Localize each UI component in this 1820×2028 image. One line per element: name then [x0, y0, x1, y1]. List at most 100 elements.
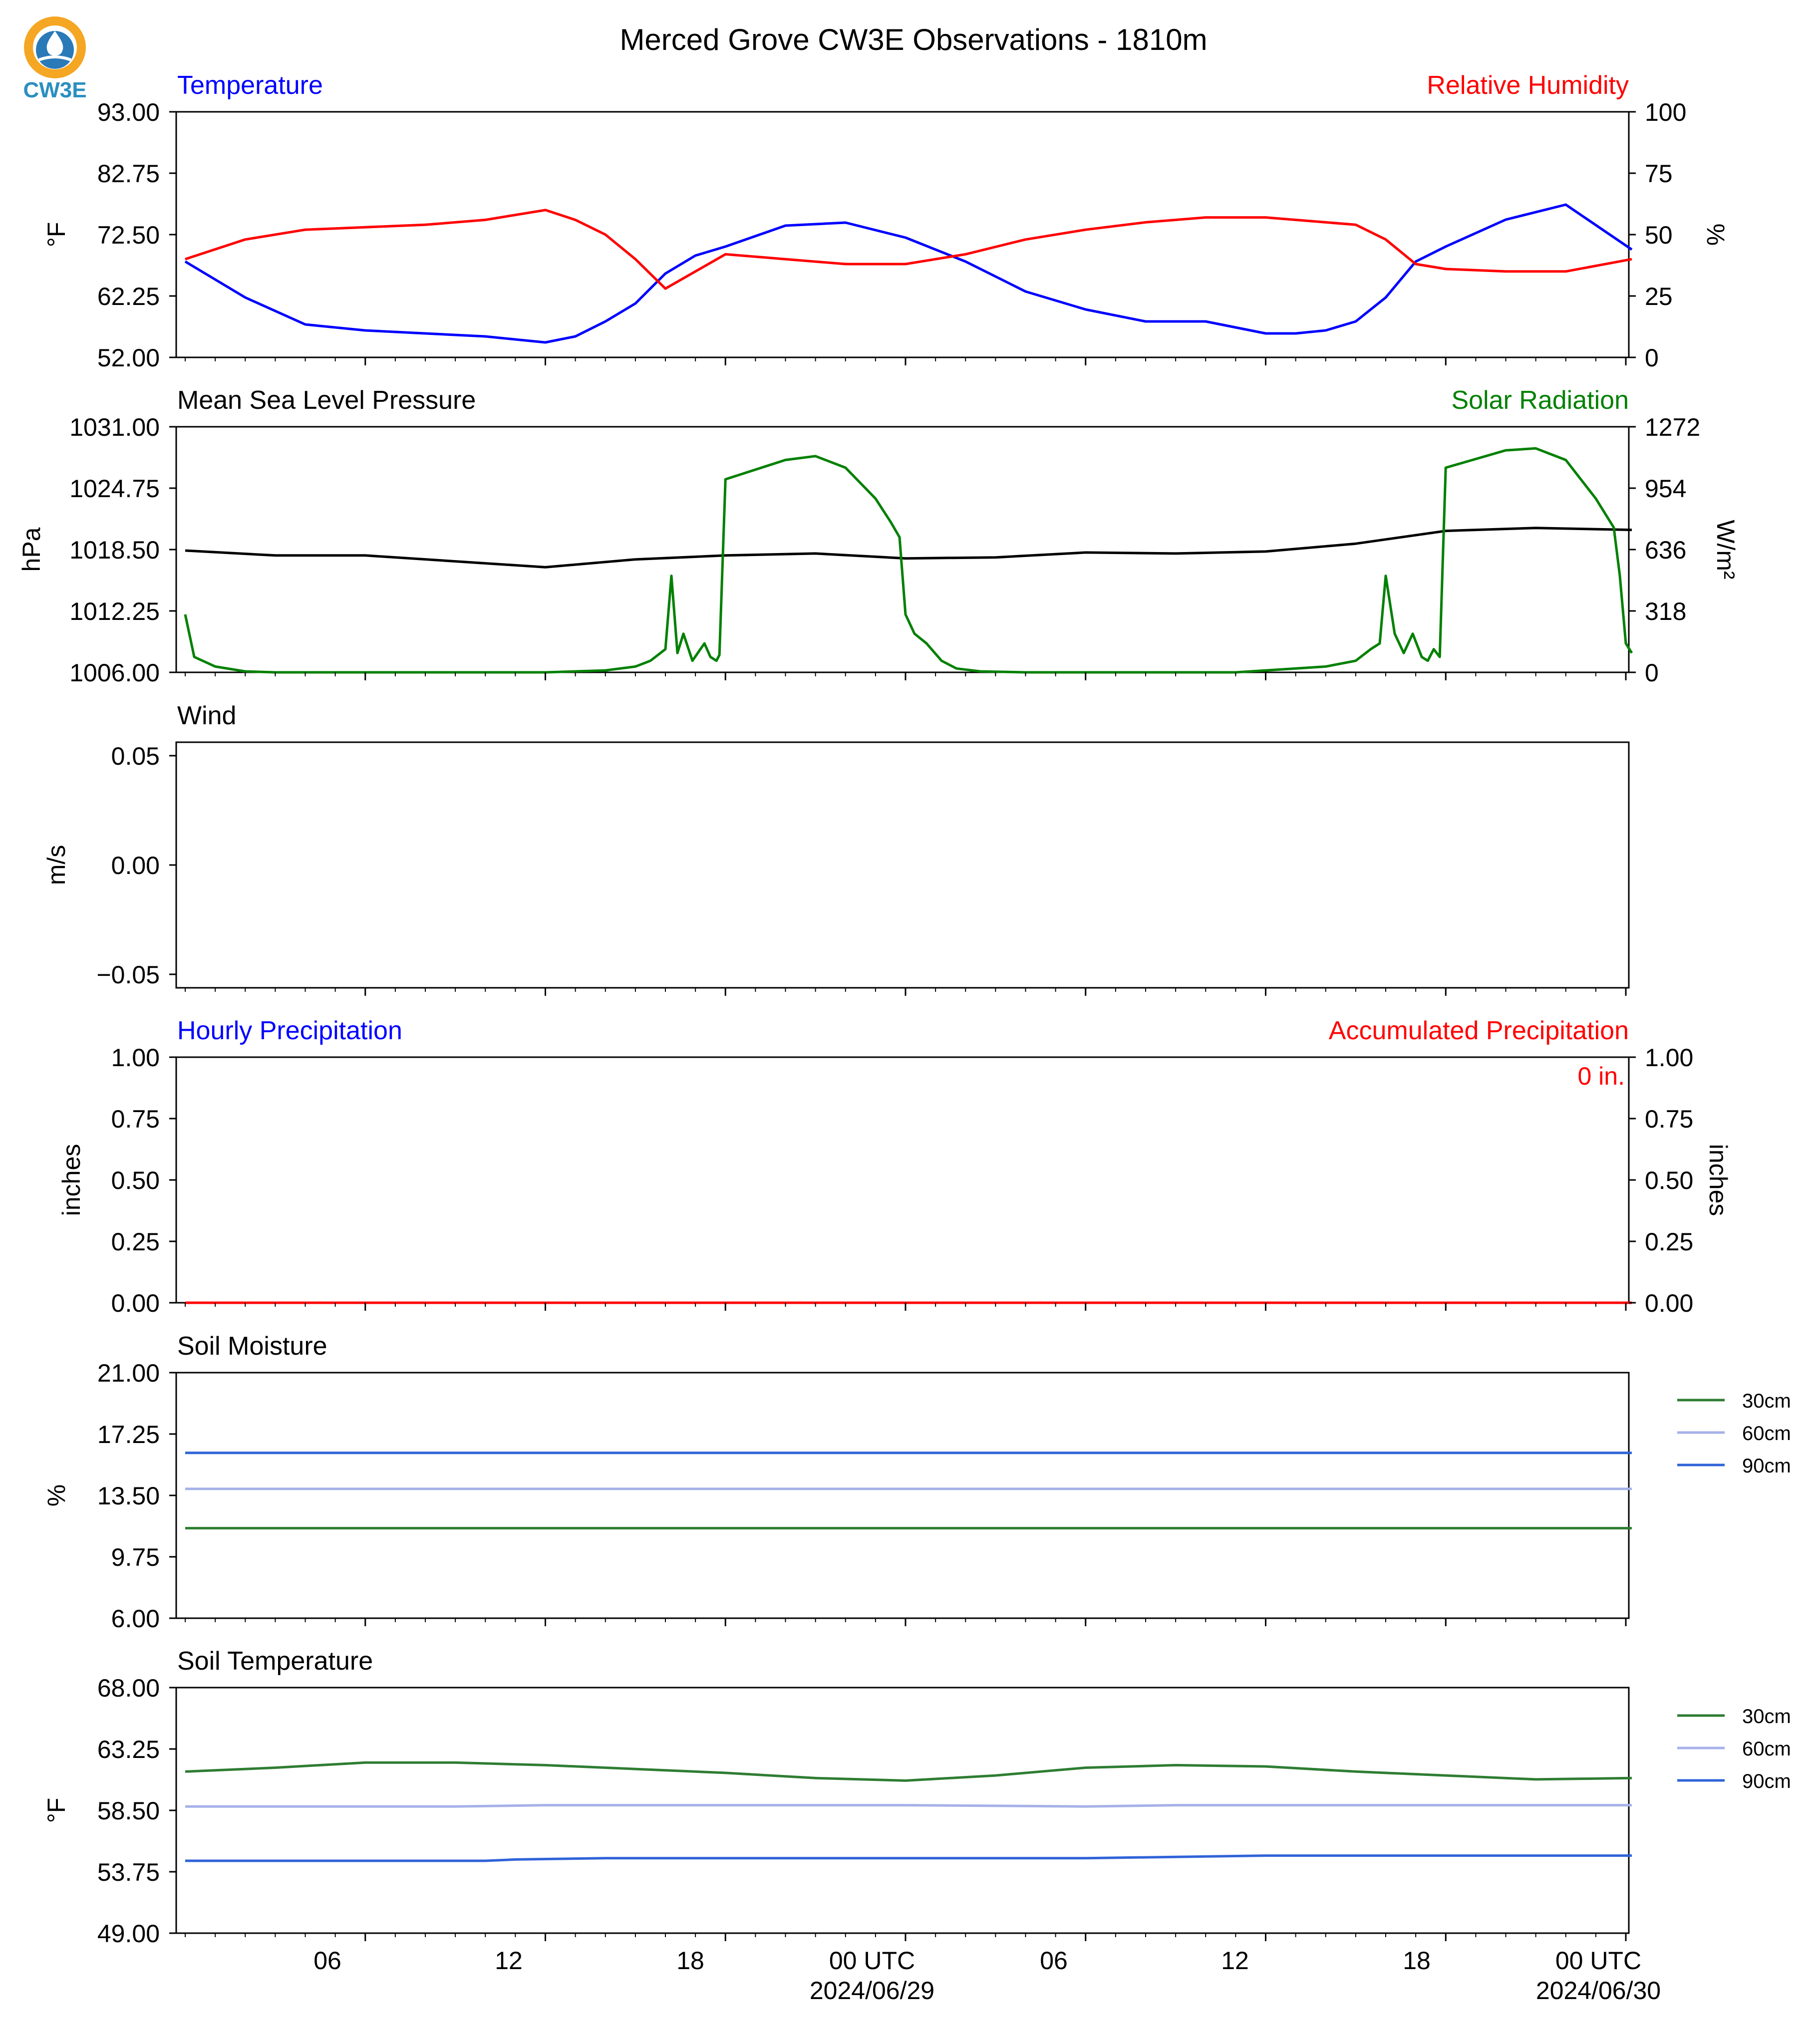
ytick-label: 72.50 [97, 221, 160, 249]
ytick-label: 0.25 [111, 1228, 160, 1256]
ytick-label-right: 100 [1645, 98, 1686, 126]
ytick-label: 6.00 [111, 1605, 160, 1633]
ytick-label: 1018.50 [69, 536, 160, 564]
ytick-label: −0.05 [96, 961, 160, 989]
ylabel-right: W/m² [1712, 520, 1740, 579]
ytick-label: 17.25 [97, 1421, 160, 1449]
panel-pressure-solar: Mean Sea Level Pressure Solar Radiation … [17, 386, 1740, 687]
ytick-label: 0.05 [111, 742, 160, 770]
ytick-label-right: 25 [1645, 283, 1673, 310]
logo-text: CW3E [23, 78, 86, 102]
series-line-relative-humidity [185, 209, 1632, 290]
xtick-date: 2024/06/30 [1536, 1977, 1661, 2005]
title-left: Temperature [177, 71, 323, 100]
ytick-label: 0.50 [111, 1166, 160, 1194]
ylabel-left: % [42, 1484, 70, 1506]
title-left: Wind [177, 701, 236, 730]
ytick-label: 13.50 [97, 1482, 160, 1510]
ytick-label: 52.00 [97, 344, 160, 372]
ytick-label-right: 1.00 [1645, 1044, 1693, 1072]
legend-label: 90cm [1742, 1455, 1791, 1477]
title-left: Soil Temperature [177, 1647, 373, 1676]
series-line-mean-sea-level-pressure [185, 527, 1632, 569]
title-left: Soil Moisture [177, 1332, 327, 1361]
ytick-label: 68.00 [97, 1674, 160, 1702]
ytick-label-right: 636 [1645, 536, 1686, 564]
series-line-30cm [185, 1761, 1632, 1782]
ytick-label: 63.25 [97, 1736, 160, 1763]
ytick-label-right: 0.25 [1645, 1228, 1693, 1256]
ytick-label-right: 0 [1645, 659, 1659, 687]
accumulated-annotation: 0 in. [1577, 1062, 1625, 1090]
legend-label: 90cm [1742, 1770, 1791, 1792]
series-line-90cm [185, 1854, 1632, 1862]
ytick-label-right: 1272 [1645, 413, 1700, 441]
xtick-label: 18 [1403, 1947, 1431, 1975]
panel-soil-temperature: Soil Temperature °F 68.00 63.25 58.50 53.75… [42, 1647, 1791, 1948]
plot-area [175, 1687, 1630, 1934]
ylabel-left: °F [42, 222, 70, 248]
ylabel-right: inches [1704, 1144, 1732, 1216]
ytick-label: 1031.00 [69, 413, 160, 441]
ytick-label: 0.75 [111, 1105, 160, 1133]
ytick-label: 0.00 [111, 1289, 160, 1317]
plot-area [175, 1372, 1630, 1619]
xtick-date: 2024/06/29 [810, 1977, 934, 2005]
legend-label: 60cm [1742, 1738, 1791, 1760]
legend: 30cm 60cm 90cm [1677, 1706, 1791, 1792]
series-line-solar-radiation [184, 447, 1633, 674]
ytick-label: 82.75 [97, 160, 160, 188]
plot-area [175, 111, 1630, 358]
legend-label: 30cm [1742, 1706, 1791, 1728]
ytick-label: 1.00 [111, 1044, 160, 1072]
xtick-label: 12 [1221, 1947, 1249, 1975]
ytick-label-right: 50 [1645, 221, 1673, 249]
xtick-label: 06 [313, 1947, 341, 1975]
plot-area [175, 1056, 1630, 1304]
title-right: Solar Radiation [1451, 386, 1629, 415]
ytick-label-right: 318 [1645, 597, 1686, 625]
ytick-label-right: 75 [1645, 160, 1673, 188]
x-axis-labels: 06 12 18 00 UTC 2024/06/29 06 12 18 00 U… [313, 1947, 1661, 2005]
title-right: Relative Humidity [1427, 71, 1629, 100]
title-left: Hourly Precipitation [177, 1016, 402, 1045]
ytick-label: 21.00 [97, 1359, 160, 1387]
panel-wind: Wind m/s 0.05 0.00 −0.05 [42, 701, 1630, 996]
ytick-label-right: 0.75 [1645, 1105, 1693, 1133]
ylabel-right: % [1702, 224, 1730, 246]
ytick-label-right: 0.50 [1645, 1166, 1693, 1194]
xtick-label: 00 UTC [829, 1947, 915, 1975]
ytick-label: 58.50 [97, 1797, 160, 1825]
series-line-60cm [185, 1804, 1632, 1808]
title-right: Accumulated Precipitation [1329, 1016, 1629, 1045]
ytick-label: 9.75 [111, 1543, 160, 1571]
ylabel-left: °F [42, 1798, 70, 1823]
ylabel-left: hPa [17, 527, 45, 572]
ylabel-left: inches [57, 1144, 85, 1216]
ytick-label: 1006.00 [69, 659, 160, 687]
ytick-label: 0.00 [111, 852, 160, 879]
panel-soil-moisture: Soil Moisture % 21.0017.2513.509.756.00 … [42, 1332, 1791, 1633]
cw3e-logo-icon: CW3E [23, 16, 87, 102]
figure-title: Merced Grove CW3E Observations - 1810m [619, 23, 1207, 56]
ytick-label: 1012.25 [69, 597, 160, 625]
panel-temperature-humidity: Temperature Relative Humidity °F % 93.00… [42, 71, 1730, 372]
series-line-temperature [184, 203, 1633, 344]
ytick-label: 49.00 [97, 1920, 160, 1948]
legend-label: 30cm [1742, 1390, 1791, 1412]
xtick-label: 12 [495, 1947, 523, 1975]
ytick-label-right: 0 [1645, 344, 1659, 372]
ytick-label-right: 0.00 [1645, 1289, 1693, 1317]
ytick-label-right: 954 [1645, 475, 1686, 503]
panel-precipitation: Hourly Precipitation Accumulated Precipi… [57, 1016, 1732, 1317]
xtick-label: 18 [676, 1947, 704, 1975]
xtick-label: 06 [1040, 1947, 1068, 1975]
title-left: Mean Sea Level Pressure [177, 386, 476, 415]
ytick-label: 62.25 [97, 283, 160, 310]
xtick-label: 00 UTC [1555, 1947, 1641, 1975]
ytick-label: 53.75 [97, 1858, 160, 1886]
ytick-label: 93.00 [97, 98, 160, 126]
plot-area [175, 741, 1630, 989]
legend: 30cm 60cm 90cm [1677, 1390, 1791, 1477]
